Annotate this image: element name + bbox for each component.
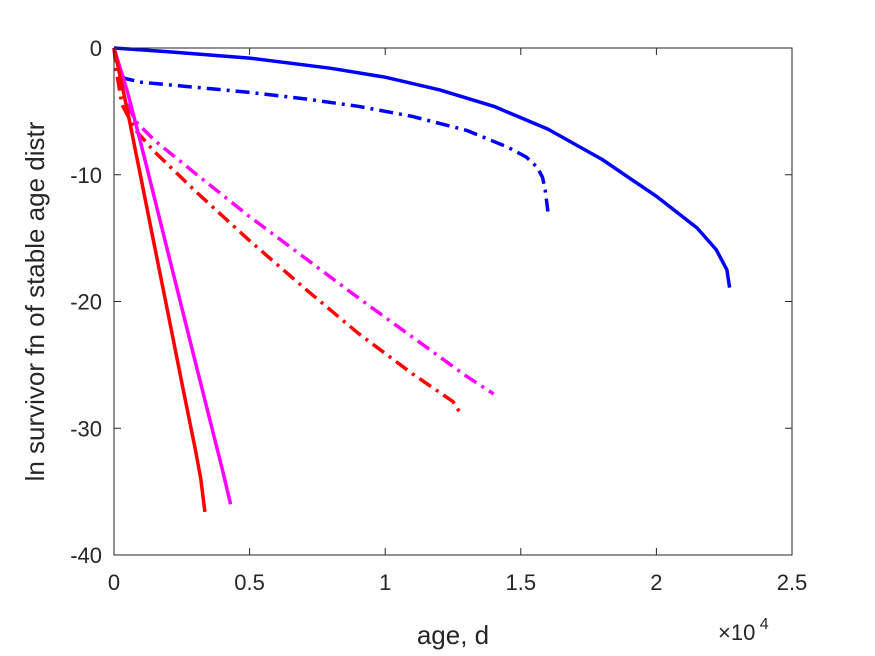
y-tick-label: -40 bbox=[70, 543, 102, 568]
series-line-5 bbox=[112, 47, 233, 505]
series-line-4 bbox=[112, 47, 463, 416]
x-axis-label: age, d bbox=[417, 620, 489, 650]
y-axis-label: ln survivor fn of stable age distr bbox=[20, 121, 50, 481]
x-tick-label: 0.5 bbox=[234, 570, 265, 595]
series-line-1 bbox=[113, 46, 732, 288]
x-tick-label: 1.5 bbox=[506, 570, 537, 595]
x-multiplier-exponent: 4 bbox=[760, 616, 769, 633]
x-tick-label: 2 bbox=[650, 570, 662, 595]
x-tick-label: 0 bbox=[108, 570, 120, 595]
x-multiplier-base: ×10 bbox=[718, 620, 755, 645]
x-tick-label: 2.5 bbox=[777, 570, 808, 595]
series-line-6 bbox=[112, 47, 207, 513]
y-tick-label: -10 bbox=[70, 163, 102, 188]
x-axis-multiplier: ×10 4 bbox=[718, 616, 769, 645]
y-tick-label: 0 bbox=[90, 36, 102, 61]
y-tick-label: -30 bbox=[70, 416, 102, 441]
series-layer bbox=[112, 46, 732, 513]
plot-area-frame bbox=[113, 47, 793, 556]
x-tick-label: 1 bbox=[379, 570, 391, 595]
y-tick-label: -20 bbox=[70, 290, 102, 315]
axis-layer: 0 0.5 1 1.5 2 2.5 0 -10 -20 -30 -40 bbox=[70, 36, 807, 595]
series-line-2 bbox=[112, 47, 550, 212]
